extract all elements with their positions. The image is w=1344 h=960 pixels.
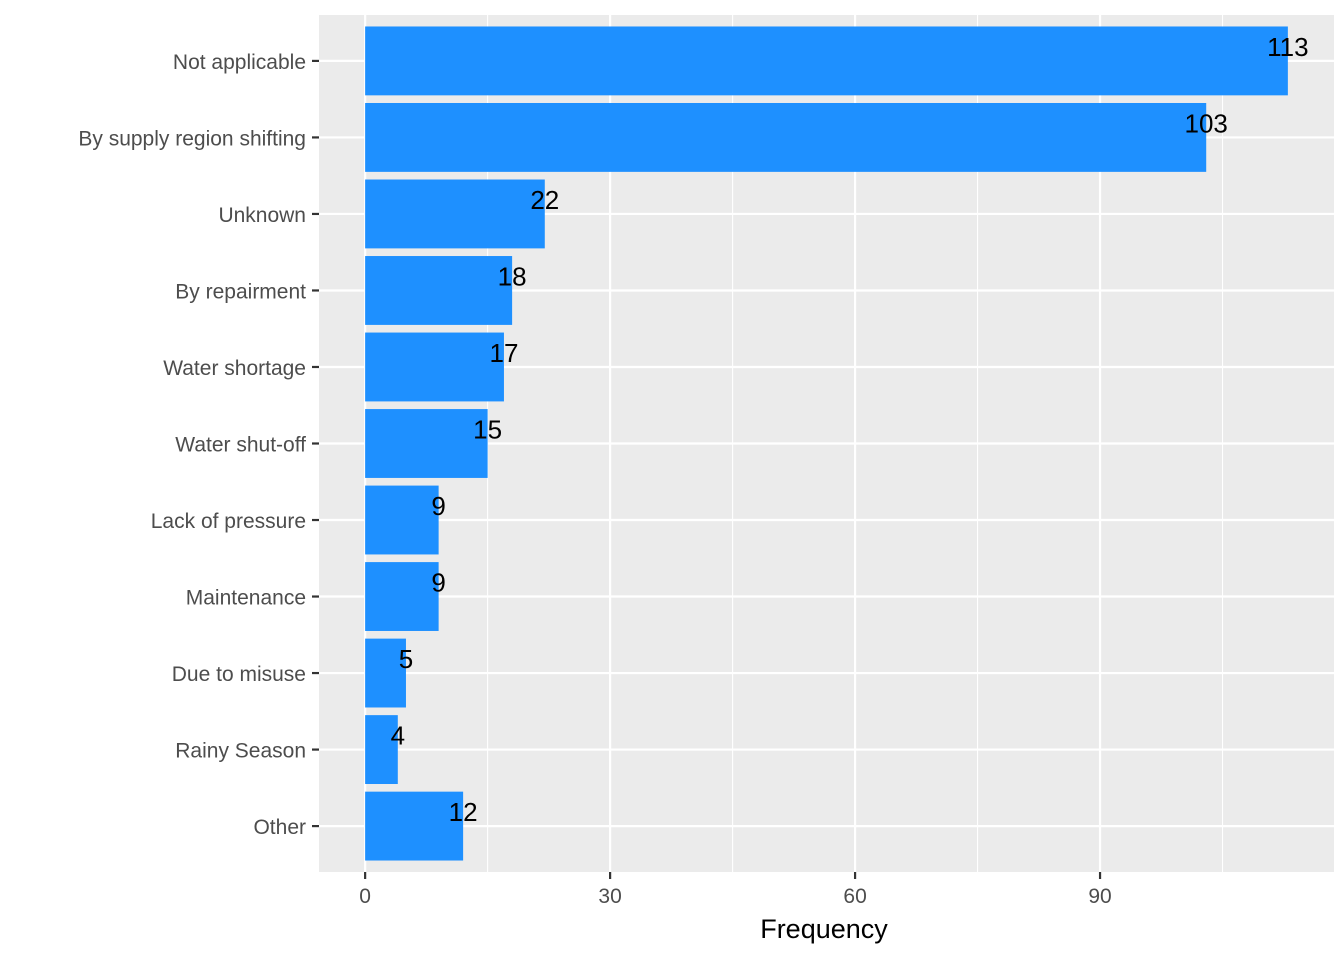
x-tick-label: 30	[598, 885, 621, 908]
y-tick-label: Lack of pressure	[151, 510, 306, 533]
bar	[365, 332, 504, 402]
y-tick-label: Maintenance	[186, 587, 306, 610]
bar	[365, 715, 398, 785]
data-label: 18	[498, 261, 527, 291]
data-label: 113	[1267, 32, 1308, 62]
y-tick-label: By repairment	[175, 280, 306, 303]
data-label: 17	[489, 338, 518, 368]
data-label: 9	[431, 491, 445, 521]
x-tick-label: 90	[1088, 885, 1111, 908]
y-tick-label: By supply region shifting	[78, 127, 306, 150]
x-axis: 0 30 60 90	[359, 872, 1112, 908]
bar	[365, 562, 439, 631]
data-label: 22	[530, 185, 559, 215]
y-axis: Not applicable By supply region shifting U…	[78, 51, 319, 839]
data-label: 4	[391, 721, 405, 751]
y-tick-label: Rainy Season	[175, 740, 306, 763]
bar	[365, 485, 439, 555]
data-label: 12	[449, 797, 478, 827]
y-tick-label: Water shortage	[163, 357, 306, 380]
x-axis-title: Frequency	[760, 914, 888, 944]
data-label: 5	[399, 644, 413, 674]
bar	[365, 409, 488, 478]
bar	[365, 102, 1207, 172]
bar	[365, 179, 545, 249]
bar	[365, 638, 406, 708]
x-tick-label: 60	[843, 885, 866, 908]
y-tick-label: Due to misuse	[172, 663, 306, 686]
x-tick-label: 0	[359, 885, 371, 908]
bar	[365, 256, 513, 325]
bars	[365, 26, 1288, 861]
y-tick-label: Not applicable	[173, 51, 306, 74]
y-tick-label: Unknown	[218, 204, 306, 227]
data-labels: 113 103 22 18 17 15 9 9 5 4 12	[391, 32, 1309, 827]
bar	[365, 791, 464, 861]
y-tick-label: Water shut-off	[175, 434, 306, 457]
data-label: 103	[1185, 108, 1228, 138]
data-label: 15	[473, 415, 502, 445]
data-label: 9	[431, 568, 445, 598]
y-tick-label: Other	[253, 816, 306, 839]
bar	[365, 26, 1288, 96]
